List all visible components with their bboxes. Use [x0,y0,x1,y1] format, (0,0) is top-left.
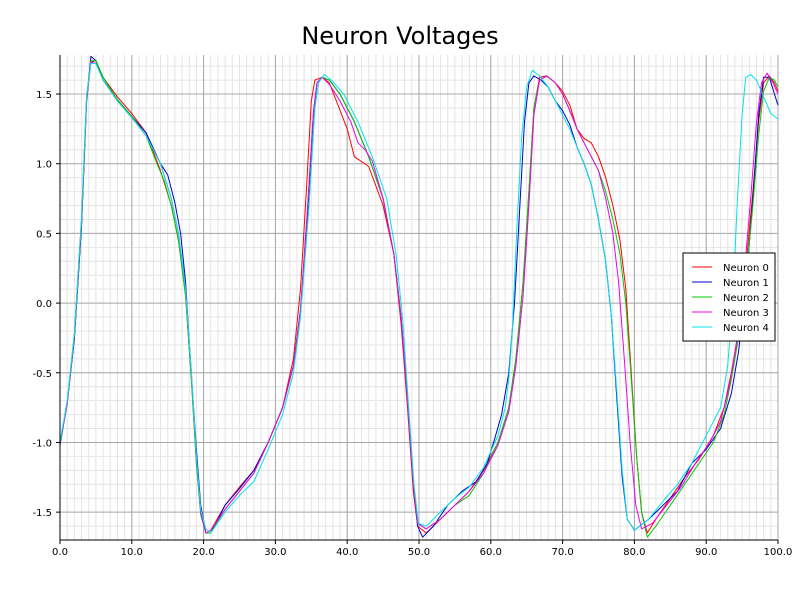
legend-label: Neuron 4 [723,323,769,334]
y-tick-label: -1.5 [32,508,52,519]
plot-lines [59,55,779,538]
legend: Neuron 0 Neuron 1 Neuron 2 Neuron 3 Neuron 4 [682,252,776,342]
x-tick-label: 40.0 [336,547,358,558]
y-tick-label: -0.5 [32,369,52,380]
x-tick-label: 60.0 [480,547,502,558]
y-tick-label: 0.5 [36,229,52,240]
y-tick-labels: -1.5 -1.0 -0.5 0.0 0.5 1.0 1.5 [32,90,60,519]
x-tick-labels: 0.0 10.0 20.0 30.0 40.0 50.0 60.0 70.0 80.0 90.0 1… [52,540,792,558]
x-tick-label: 50.0 [408,547,430,558]
x-tick-label: 100.0 [764,547,793,558]
x-tick-label: 20.0 [192,547,214,558]
y-tick-label: 0.0 [36,299,52,310]
x-tick-label: 0.0 [52,547,68,558]
series-line-4 [59,62,779,534]
legend-label: Neuron 0 [723,263,769,274]
chart-title: Neuron Voltages [301,22,498,50]
x-tick-label: 10.0 [121,547,143,558]
x-tick-label: 80.0 [623,547,645,558]
major-grid [59,55,779,540]
x-tick-label: 90.0 [695,547,717,558]
x-tick-label: 30.0 [264,547,286,558]
y-tick-label: -1.0 [32,438,52,449]
y-tick-label: 1.5 [36,90,52,101]
legend-label: Neuron 1 [723,278,769,289]
legend-label: Neuron 2 [723,293,769,304]
x-tick-label: 70.0 [551,547,573,558]
legend-label: Neuron 3 [723,308,769,319]
y-tick-label: 1.0 [36,160,52,171]
